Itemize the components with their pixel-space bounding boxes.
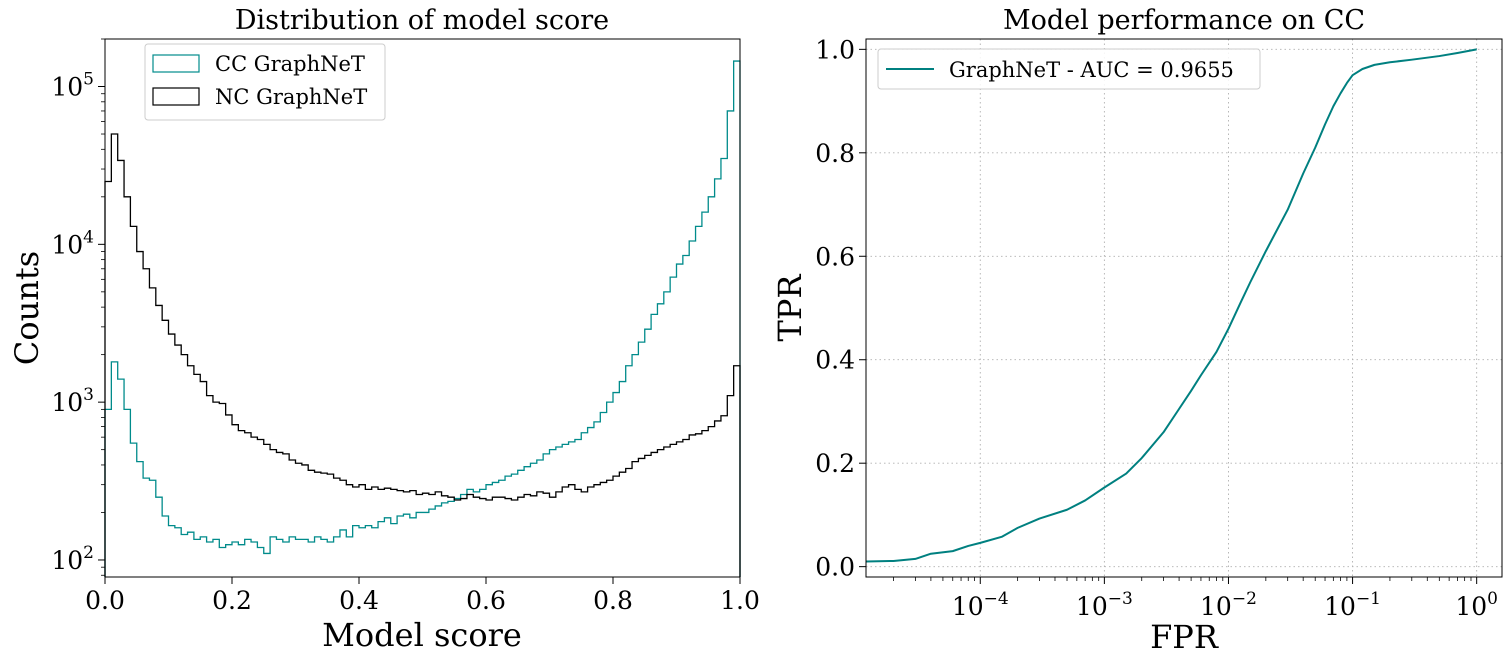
roc-y-tick-label: 0.6: [815, 242, 855, 271]
roc-x-tick-label-base: 10: [1076, 592, 1108, 621]
histogram-legend-box: [144, 43, 386, 121]
histogram-y-tick-label-base: 10: [51, 230, 83, 259]
roc-legend: GraphNeT - AUC = 0.9655: [877, 48, 1261, 90]
roc-x-tick-label-base: 10: [1324, 592, 1356, 621]
histogram-x-ticks: 0.0 0.2 0.4 0.6 0.8 1.0: [85, 577, 760, 615]
histogram-y-tick-label: 103: [51, 385, 94, 417]
roc-plot-frame: [865, 38, 1503, 578]
roc-y-axis-label: TPR: [771, 274, 809, 342]
roc-x-tick-label: 100: [1455, 589, 1498, 621]
histogram-x-axis-label: Model score: [322, 616, 522, 654]
roc-x-tick-label-exponent: −2: [1232, 589, 1257, 609]
legend-label-cc: CC GraphNeT: [215, 52, 365, 76]
roc-x-tick-label-exponent: −4: [984, 589, 1009, 609]
roc-x-ticks: 10−4 10−3 10−2 10−1 100: [893, 577, 1498, 621]
histogram-y-tick-label: 104: [51, 227, 94, 259]
roc-y-tick-label: 1.0: [815, 35, 855, 64]
roc-panel: Model performance on CC 0.0 0.2 0.4 0.6 0.8 1…: [771, 5, 1503, 656]
roc-x-tick-label-exponent: −3: [1108, 589, 1133, 609]
histogram-series-cc: [104, 60, 741, 577]
histogram-x-tick-label: 0.0: [85, 586, 125, 615]
histogram-y-tick-label: 102: [51, 543, 94, 575]
roc-curve-line: [865, 48, 1477, 563]
histogram-y-tick-label-base: 10: [51, 388, 83, 417]
legend-label-roc: GraphNeT - AUC = 0.9655: [949, 58, 1234, 82]
legend-swatch-nc: [152, 87, 200, 106]
roc-legend-box: [877, 48, 1261, 90]
histogram-panel: Distribution of model score 102103104105…: [8, 5, 760, 654]
histogram-x-tick-label: 0.2: [212, 586, 252, 615]
histogram-x-tick-label: 1.0: [720, 586, 760, 615]
histogram-x-tick-label: 0.4: [339, 586, 379, 615]
roc-y-tick-label: 0.2: [815, 449, 855, 478]
histogram-plot-frame: [104, 38, 741, 578]
roc-y-ticks: 0.0 0.2 0.4 0.6 0.8 1.0: [815, 35, 866, 582]
roc-y-tick-label: 0.8: [815, 139, 855, 168]
roc-x-tick-label: 10−4: [952, 589, 1009, 621]
legend-swatch-cc: [152, 54, 200, 73]
roc-x-tick-label-exponent: −1: [1356, 589, 1381, 609]
roc-x-tick-label-base: 10: [1200, 592, 1232, 621]
histogram-title: Distribution of model score: [235, 5, 609, 36]
histogram-y-axis-label: Counts: [8, 251, 46, 365]
roc-grid: [866, 39, 1502, 577]
roc-title: Model performance on CC: [1003, 5, 1365, 36]
roc-x-tick-label-base: 10: [952, 592, 984, 621]
roc-x-tick-label-exponent: 0: [1487, 589, 1498, 609]
histogram-y-tick-label-base: 10: [51, 73, 83, 102]
histogram-y-tick-label-exponent: 2: [83, 543, 94, 563]
roc-x-tick-label: 10−2: [1200, 589, 1257, 621]
histogram-series-nc: [104, 133, 741, 577]
roc-y-tick-label: 0.0: [815, 553, 855, 582]
histogram-x-tick-label: 0.6: [466, 586, 506, 615]
histogram-x-tick-label: 0.8: [593, 586, 633, 615]
roc-x-axis-label: FPR: [1150, 618, 1219, 656]
legend-label-nc: NC GraphNeT: [215, 85, 367, 109]
histogram-legend: CC GraphNeT NC GraphNeT: [144, 43, 386, 121]
roc-x-tick-label: 10−3: [1076, 589, 1133, 621]
histogram-y-tick-label-base: 10: [51, 546, 83, 575]
histogram-y-tick-label-exponent: 4: [83, 227, 94, 247]
histogram-series-group: [104, 60, 741, 577]
histogram-y-tick-label-exponent: 5: [83, 70, 94, 90]
histogram-y-tick-label: 105: [51, 70, 94, 102]
roc-y-tick-label: 0.4: [815, 346, 855, 375]
roc-series-group: [865, 48, 1477, 563]
roc-x-tick-label-base: 10: [1455, 592, 1487, 621]
histogram-y-tick-label-exponent: 3: [83, 385, 94, 405]
roc-x-tick-label: 10−1: [1324, 589, 1381, 621]
